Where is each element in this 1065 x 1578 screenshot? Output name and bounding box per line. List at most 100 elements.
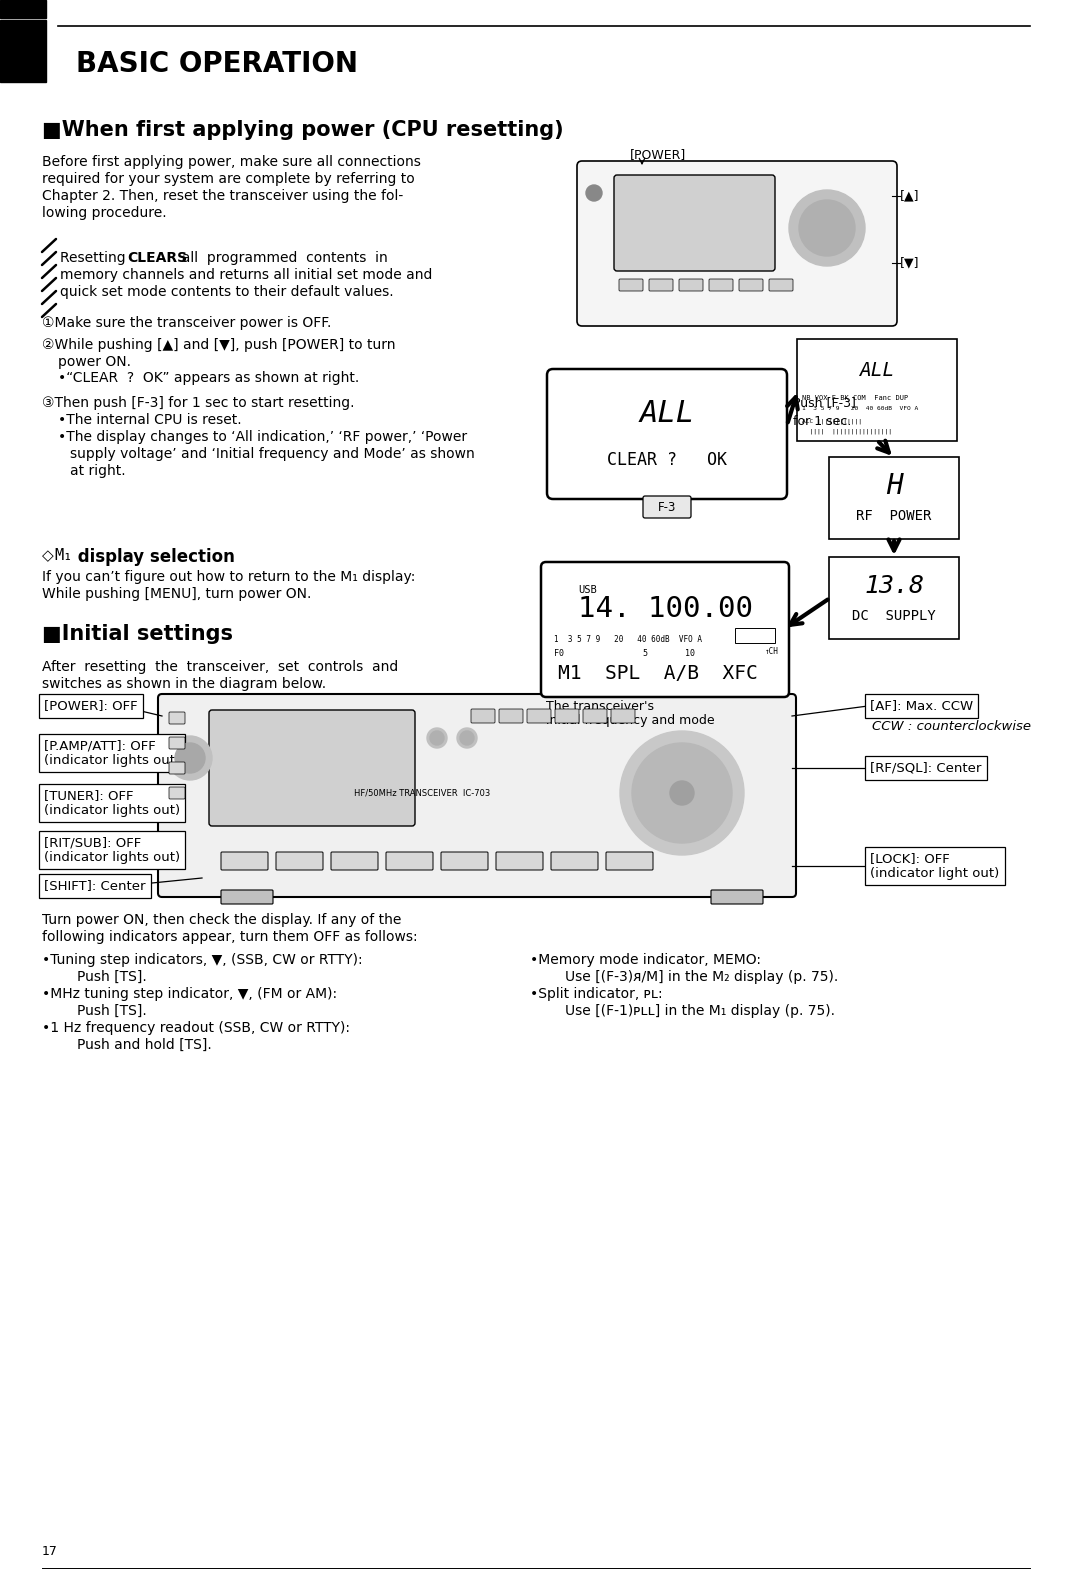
Text: ◇: ◇ [42,548,53,563]
FancyBboxPatch shape [679,279,703,290]
FancyBboxPatch shape [496,852,543,869]
Circle shape [460,731,474,745]
Text: [▲]: [▲] [900,189,919,202]
Text: •Memory mode indicator, MEMO:: •Memory mode indicator, MEMO: [530,953,761,967]
Text: following indicators appear, turn them OFF as follows:: following indicators appear, turn them O… [42,929,417,944]
Text: •1 Hz frequency readout (SSB, CW or RTTY):: •1 Hz frequency readout (SSB, CW or RTTY… [42,1021,350,1035]
Circle shape [799,200,855,256]
FancyBboxPatch shape [471,709,495,723]
Text: [▼]: [▼] [900,257,919,270]
FancyBboxPatch shape [169,712,185,724]
Text: ALC ||||||||||||: ALC |||||||||||| [802,418,862,423]
Text: M₁: M₁ [54,548,72,563]
Text: ||||  ||||||||||||||||: |||| |||||||||||||||| [802,428,892,434]
Text: [RIT/SUB]: OFF
(indicator lights out): [RIT/SUB]: OFF (indicator lights out) [44,836,180,865]
Circle shape [457,727,477,748]
FancyBboxPatch shape [169,762,185,773]
FancyBboxPatch shape [709,279,733,290]
FancyBboxPatch shape [583,709,607,723]
Text: all  programmed  contents  in: all programmed contents in [173,251,388,265]
Text: Chapter 2. Then, reset the transceiver using the fol-: Chapter 2. Then, reset the transceiver u… [42,189,404,204]
FancyBboxPatch shape [209,710,415,825]
FancyBboxPatch shape [769,279,793,290]
Text: DC  SUPPLY: DC SUPPLY [852,609,936,623]
Text: M1  SPL  A/B  XFC: M1 SPL A/B XFC [558,664,758,683]
Text: ③Then push [F-3] for 1 sec to start resetting.: ③Then push [F-3] for 1 sec to start rese… [42,396,355,410]
Text: Turn power ON, then check the display. If any of the: Turn power ON, then check the display. I… [42,914,402,926]
Text: •The internal CPU is reset.: •The internal CPU is reset. [58,413,242,428]
FancyBboxPatch shape [797,339,957,440]
Circle shape [168,735,212,780]
FancyBboxPatch shape [606,852,653,869]
FancyBboxPatch shape [829,557,958,639]
Text: The transceiver's: The transceiver's [546,701,654,713]
FancyBboxPatch shape [386,852,433,869]
Text: Push [F-3]: Push [F-3] [793,396,856,410]
Text: [P.AMP/ATT]: OFF
(indicator lights out): [P.AMP/ATT]: OFF (indicator lights out) [44,739,180,767]
FancyBboxPatch shape [547,369,787,499]
Text: lowing procedure.: lowing procedure. [42,207,166,219]
Text: F-3: F-3 [658,500,676,513]
FancyBboxPatch shape [222,852,268,869]
FancyBboxPatch shape [711,890,763,904]
FancyBboxPatch shape [739,279,763,290]
FancyBboxPatch shape [158,694,796,896]
Circle shape [430,731,444,745]
Text: [AF]: Max. CCW: [AF]: Max. CCW [870,699,973,713]
Text: ALL: ALL [859,360,895,379]
Text: RF  POWER: RF POWER [856,510,932,522]
Text: BASIC OPERATION: BASIC OPERATION [76,50,358,77]
Text: [TUNER]: OFF
(indicator lights out): [TUNER]: OFF (indicator lights out) [44,789,180,817]
Text: ↑CH: ↑CH [765,647,779,656]
Text: Before first applying power, make sure all connections: Before first applying power, make sure a… [42,155,421,169]
FancyBboxPatch shape [441,852,488,869]
Text: 1  3 5 7 9   20  40 60dB  VFO A: 1 3 5 7 9 20 40 60dB VFO A [802,406,918,410]
Text: •Tuning step indicators, ▼, (SSB, CW or RTTY):: •Tuning step indicators, ▼, (SSB, CW or … [42,953,362,967]
FancyBboxPatch shape [577,161,897,327]
Text: CLEAR ?   OK: CLEAR ? OK [607,451,727,469]
Text: •The display changes to ‘All indication,’ ‘RF power,’ ‘Power: •The display changes to ‘All indication,… [58,429,468,443]
Bar [0,0,46,17]
Text: memory channels and returns all initial set mode and: memory channels and returns all initial … [60,268,432,282]
Text: H: H [886,472,902,500]
Text: Push [TS].: Push [TS]. [42,970,147,985]
Bar [0,21,46,82]
Text: power ON.: power ON. [58,355,131,369]
Text: USB: USB [578,585,596,595]
FancyBboxPatch shape [169,787,185,798]
Text: HF/50MHz TRANSCEIVER  IC-703: HF/50MHz TRANSCEIVER IC-703 [354,789,490,797]
Text: [LOCK]: OFF
(indicator light out): [LOCK]: OFF (indicator light out) [870,852,999,881]
Text: CLEARS: CLEARS [127,251,187,265]
FancyBboxPatch shape [615,175,775,271]
Text: [SHIFT]: Center: [SHIFT]: Center [44,879,146,893]
Text: Resetting: Resetting [60,251,134,265]
FancyBboxPatch shape [222,890,273,904]
Text: BLANK: BLANK [742,631,768,639]
Text: CCW : counterclockwise: CCW : counterclockwise [872,720,1031,732]
Text: 14. 100.00: 14. 100.00 [577,595,753,623]
Text: [POWER]: [POWER] [630,148,686,161]
Circle shape [620,731,744,855]
Text: ■When first applying power (CPU resetting): ■When first applying power (CPU resettin… [42,120,563,140]
FancyBboxPatch shape [619,279,643,290]
FancyBboxPatch shape [611,709,635,723]
Circle shape [789,189,865,267]
FancyBboxPatch shape [541,562,789,697]
Circle shape [632,743,732,843]
Text: switches as shown in the diagram below.: switches as shown in the diagram below. [42,677,326,691]
FancyBboxPatch shape [735,628,775,642]
Text: ALL: ALL [639,399,694,428]
FancyBboxPatch shape [499,709,523,723]
Text: ■Initial settings: ■Initial settings [42,623,233,644]
Text: quick set mode contents to their default values.: quick set mode contents to their default… [60,286,394,298]
Text: F0: F0 [554,649,564,658]
FancyBboxPatch shape [829,458,958,540]
Circle shape [670,781,694,805]
FancyBboxPatch shape [643,495,691,518]
FancyBboxPatch shape [169,737,185,750]
Text: After  resetting  the  transceiver,  set  controls  and: After resetting the transceiver, set con… [42,660,398,674]
FancyBboxPatch shape [551,852,599,869]
Text: Use [(F-3)ᴙ/M] in the M₂ display (p. 75).: Use [(F-3)ᴙ/M] in the M₂ display (p. 75)… [530,970,838,985]
Text: 10: 10 [685,649,695,658]
FancyBboxPatch shape [555,709,579,723]
